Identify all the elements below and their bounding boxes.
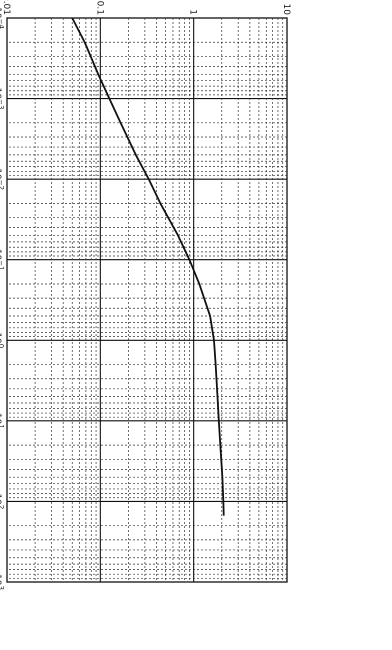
x-tick-label: 101 [0,413,5,429]
x-tick-label: 100 [0,332,5,348]
grid-layer [7,18,287,582]
data-layer [71,17,225,516]
plot-area [6,17,288,583]
y-tick-label: 0.1 [94,1,104,15]
thermal-impedance-curve [71,17,225,516]
y-tick-label: 1 [188,9,198,15]
y-tick-label: 10 [281,4,291,16]
label-layer: 10−410−310−210−11001011021030.010.1110Ti… [0,0,291,590]
x-tick-label: 103 [0,574,5,590]
x-tick-label: 10−4 [0,7,5,29]
x-tick-label: 10−2 [0,168,5,190]
y-tick-label: 0.01 [1,0,11,15]
plot-canvas: 10−410−310−210−11001011021030.010.1110Ti… [0,0,291,590]
x-tick-label: 10−1 [0,249,5,271]
x-tick-label: 102 [0,493,5,509]
x-tick-label: 10−3 [0,88,5,110]
